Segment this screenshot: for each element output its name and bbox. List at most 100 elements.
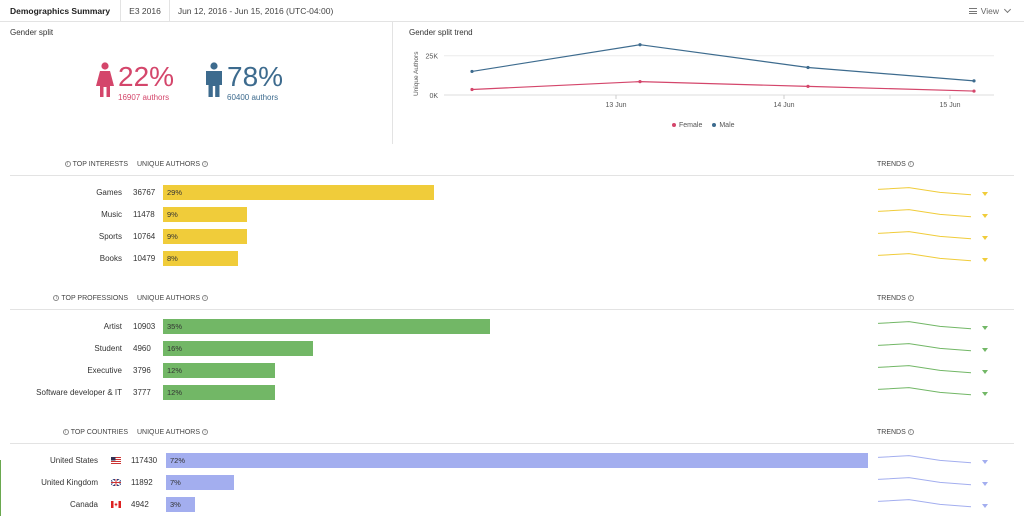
list-item[interactable]: Executive 3796 12% bbox=[0, 361, 1024, 383]
data-point-male bbox=[972, 79, 976, 83]
series-line-male bbox=[471, 44, 975, 82]
share-bar[interactable] bbox=[163, 341, 313, 356]
info-icon[interactable]: i bbox=[62, 429, 69, 436]
list-item[interactable]: Student 4960 16% bbox=[0, 339, 1024, 361]
gender-trend-title: Gender split trend bbox=[409, 28, 473, 37]
row-count: 10903 bbox=[133, 322, 156, 331]
list-item[interactable]: Software developer & IT 3777 12% bbox=[0, 383, 1024, 405]
section-title[interactable]: i TOP PROFESSIONS bbox=[51, 295, 128, 302]
share-bar[interactable] bbox=[166, 453, 868, 468]
row-percentage: 72% bbox=[170, 456, 186, 465]
trend-down-icon bbox=[982, 236, 988, 240]
row-percentage: 3% bbox=[170, 500, 181, 509]
legend-male[interactable]: Male bbox=[712, 122, 735, 129]
share-bar[interactable] bbox=[163, 185, 434, 200]
info-icon[interactable]: i bbox=[202, 295, 209, 302]
row-count: 4960 bbox=[133, 344, 151, 353]
list-item[interactable]: Artist 10903 35% bbox=[0, 317, 1024, 339]
list-item[interactable]: Sports 10764 9% bbox=[0, 227, 1024, 249]
row-label: United States bbox=[49, 456, 98, 465]
page-title: Demographics Summary bbox=[0, 0, 122, 22]
uk-flag-icon bbox=[110, 478, 122, 487]
row-count: 4942 bbox=[131, 500, 149, 509]
female-stat: 22% 16907 authors bbox=[94, 62, 174, 102]
legend-female-label: Female bbox=[679, 122, 703, 129]
trends-header[interactable]: TRENDS i bbox=[877, 161, 916, 168]
trend-down-icon bbox=[982, 482, 988, 486]
info-icon[interactable]: i bbox=[907, 161, 914, 168]
trend-sparkline bbox=[877, 499, 972, 508]
data-point-female bbox=[470, 87, 474, 92]
trend-down-icon bbox=[982, 258, 988, 262]
data-point-female bbox=[638, 80, 642, 84]
chevron-down-icon bbox=[1003, 5, 1012, 14]
view-menu-button[interactable]: View bbox=[968, 0, 1012, 22]
list-item[interactable]: Games 36767 29% bbox=[0, 183, 1024, 205]
row-percentage: 12% bbox=[167, 388, 183, 397]
row-label: Student bbox=[94, 344, 122, 353]
row-count: 3777 bbox=[133, 388, 151, 397]
data-point-male bbox=[470, 69, 474, 74]
info-icon[interactable]: i bbox=[907, 429, 914, 436]
data-point-female bbox=[806, 84, 810, 88]
row-percentage: 9% bbox=[167, 210, 178, 219]
row-count: 10764 bbox=[133, 232, 156, 241]
list-item[interactable]: Music 11478 9% bbox=[0, 205, 1024, 227]
date-range[interactable]: Jun 12, 2016 - Jun 15, 2016 (UTC-04:00) bbox=[177, 5, 334, 16]
share-bar[interactable] bbox=[163, 385, 275, 400]
series-line-female bbox=[471, 81, 975, 92]
row-count: 11892 bbox=[131, 478, 153, 487]
share-bar[interactable] bbox=[166, 475, 234, 490]
data-point-female bbox=[972, 89, 976, 93]
unique-authors-header[interactable]: UNIQUE AUTHORS i bbox=[137, 429, 210, 436]
legend-female[interactable]: Female bbox=[672, 122, 702, 129]
canada-flag-icon bbox=[111, 501, 121, 508]
share-bar[interactable] bbox=[166, 497, 195, 512]
row-count: 3796 bbox=[133, 366, 151, 375]
trend-down-icon bbox=[982, 326, 988, 330]
view-label: View bbox=[980, 6, 999, 16]
unique-authors-header[interactable]: UNIQUE AUTHORS i bbox=[137, 161, 210, 168]
trends-header[interactable]: TRENDS i bbox=[877, 295, 916, 302]
list-item[interactable]: Books 10479 8% bbox=[0, 249, 1024, 271]
info-icon[interactable]: i bbox=[64, 161, 71, 168]
row-label: Sports bbox=[98, 232, 122, 241]
row-label: Executive bbox=[87, 366, 122, 375]
section-title[interactable]: i TOP COUNTRIES bbox=[61, 429, 128, 436]
share-bar[interactable] bbox=[163, 251, 238, 266]
x-tick-label: 14 Jun bbox=[773, 102, 794, 109]
us-flag-icon bbox=[111, 457, 121, 464]
share-bar[interactable] bbox=[163, 207, 247, 222]
list-item[interactable]: Canada 4942 3% bbox=[0, 495, 1024, 516]
male-authors: 60400 authors bbox=[227, 93, 279, 102]
section-header: i TOP COUNTRIES UNIQUE AUTHORS i TRENDS i bbox=[10, 424, 1014, 444]
row-percentage: 9% bbox=[167, 232, 178, 241]
event-name[interactable]: E3 2016 bbox=[121, 0, 170, 22]
row-percentage: 16% bbox=[167, 344, 183, 353]
info-icon[interactable]: i bbox=[53, 295, 60, 302]
list-item[interactable]: United States 117430 72% bbox=[0, 451, 1024, 473]
trend-sparkline bbox=[877, 365, 972, 374]
row-percentage: 8% bbox=[167, 254, 178, 263]
trends-header[interactable]: TRENDS i bbox=[877, 429, 916, 436]
x-tick-label: 15 Jun bbox=[939, 102, 960, 109]
row-label: Canada bbox=[69, 500, 98, 509]
share-bar[interactable] bbox=[163, 319, 490, 334]
trend-sparkline bbox=[877, 187, 972, 196]
info-icon[interactable]: i bbox=[202, 429, 209, 436]
section-title[interactable]: i TOP INTERESTS bbox=[63, 161, 128, 168]
row-count: 11478 bbox=[133, 210, 155, 219]
share-bar[interactable] bbox=[163, 363, 275, 378]
male-percentage: 78% bbox=[227, 61, 284, 92]
row-label: Games bbox=[96, 188, 122, 197]
share-bar[interactable] bbox=[163, 229, 247, 244]
trend-sparkline bbox=[877, 343, 972, 352]
unique-authors-header[interactable]: UNIQUE AUTHORS i bbox=[137, 295, 210, 302]
list-item[interactable]: United Kingdom 11892 7% bbox=[0, 473, 1024, 495]
info-icon[interactable]: i bbox=[202, 161, 209, 168]
selection-marker bbox=[0, 460, 1, 516]
legend-male-label: Male bbox=[719, 122, 735, 129]
info-icon[interactable]: i bbox=[907, 295, 914, 302]
row-count: 36767 bbox=[133, 188, 156, 197]
row-percentage: 7% bbox=[170, 478, 181, 487]
